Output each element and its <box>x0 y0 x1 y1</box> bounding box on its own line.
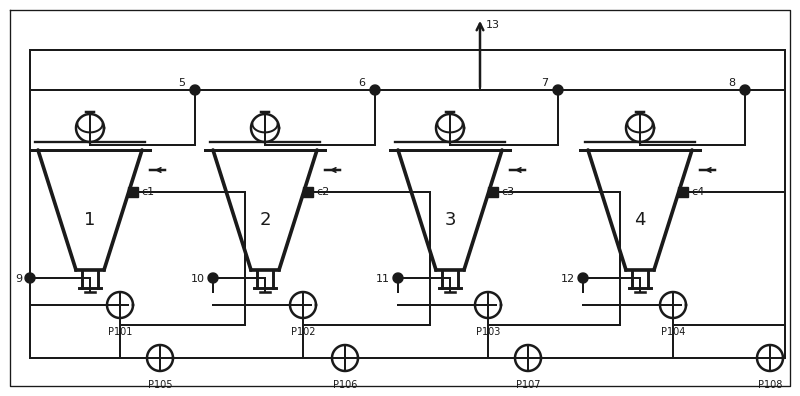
Text: P103: P103 <box>476 327 500 337</box>
Text: c2: c2 <box>316 187 330 197</box>
Text: 1: 1 <box>84 211 96 229</box>
Text: P104: P104 <box>661 327 685 337</box>
Text: 5: 5 <box>178 78 185 88</box>
Text: P106: P106 <box>333 380 357 390</box>
Polygon shape <box>553 85 563 95</box>
Text: 6: 6 <box>358 78 365 88</box>
Text: 4: 4 <box>634 211 646 229</box>
Text: 9: 9 <box>15 274 22 284</box>
Text: c4: c4 <box>691 187 704 197</box>
Text: 8: 8 <box>728 78 735 88</box>
Text: P108: P108 <box>758 380 782 390</box>
Text: 3: 3 <box>444 211 456 229</box>
Polygon shape <box>578 273 588 283</box>
Polygon shape <box>370 85 380 95</box>
Bar <box>678 187 688 197</box>
Polygon shape <box>393 273 403 283</box>
Text: P101: P101 <box>108 327 132 337</box>
Text: P105: P105 <box>148 380 172 390</box>
Text: 7: 7 <box>541 78 548 88</box>
Text: 2: 2 <box>259 211 270 229</box>
Text: P107: P107 <box>516 380 540 390</box>
Polygon shape <box>740 85 750 95</box>
Text: P102: P102 <box>290 327 315 337</box>
Text: 13: 13 <box>486 20 500 30</box>
Polygon shape <box>190 85 200 95</box>
Bar <box>303 187 313 197</box>
Polygon shape <box>25 273 35 283</box>
Text: 11: 11 <box>376 274 390 284</box>
Polygon shape <box>208 273 218 283</box>
Text: 12: 12 <box>561 274 575 284</box>
Bar <box>488 187 498 197</box>
Bar <box>128 187 138 197</box>
Text: c1: c1 <box>141 187 154 197</box>
Text: 10: 10 <box>191 274 205 284</box>
Text: c3: c3 <box>501 187 514 197</box>
